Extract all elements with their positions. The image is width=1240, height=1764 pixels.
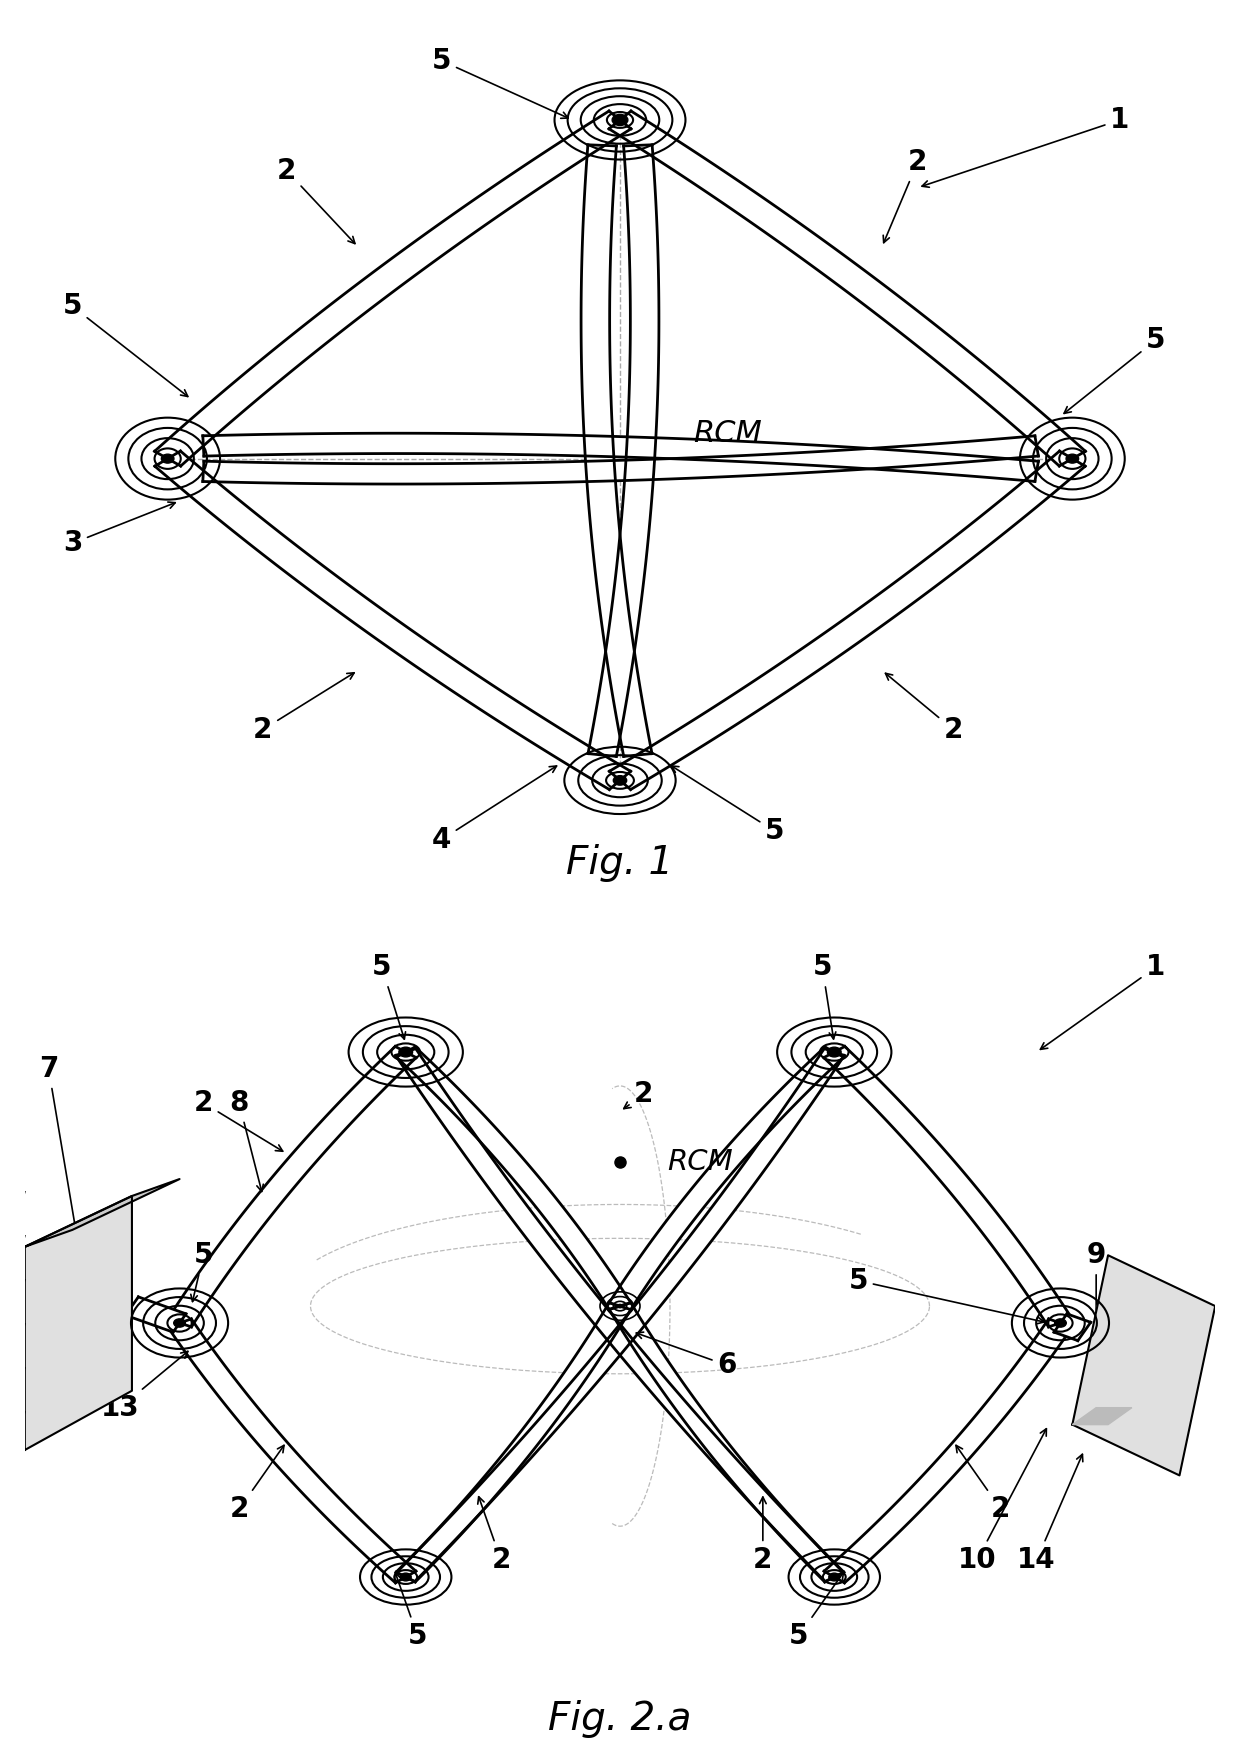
Text: 3: 3: [63, 503, 175, 557]
Circle shape: [161, 453, 174, 464]
Text: 2: 2: [477, 1496, 511, 1573]
Text: 2: 2: [956, 1445, 1011, 1524]
Text: 1: 1: [923, 106, 1130, 187]
Polygon shape: [25, 1196, 131, 1450]
Text: 5: 5: [432, 46, 568, 118]
Circle shape: [618, 1304, 622, 1307]
Text: 5: 5: [789, 1572, 843, 1651]
Circle shape: [827, 1048, 841, 1057]
Circle shape: [174, 1319, 186, 1327]
Polygon shape: [825, 1319, 1073, 1582]
Polygon shape: [396, 1304, 631, 1582]
Text: 13: 13: [100, 1351, 188, 1422]
Text: 2: 2: [253, 672, 355, 744]
Text: 5: 5: [812, 953, 836, 1039]
Polygon shape: [203, 436, 1038, 483]
Polygon shape: [25, 1178, 180, 1247]
Text: Fig. 2.a: Fig. 2.a: [548, 1700, 692, 1738]
Polygon shape: [823, 1046, 1073, 1327]
Polygon shape: [155, 452, 631, 790]
Text: 9: 9: [1086, 1242, 1106, 1360]
Polygon shape: [609, 452, 1085, 790]
Polygon shape: [396, 1048, 843, 1582]
Text: 7: 7: [38, 1055, 86, 1275]
Text: RCM: RCM: [693, 418, 761, 448]
Circle shape: [613, 115, 627, 125]
Circle shape: [614, 776, 626, 785]
Text: 14: 14: [1017, 1454, 1083, 1573]
Text: 5: 5: [1064, 326, 1166, 413]
Text: 2: 2: [277, 157, 355, 243]
Text: 5: 5: [191, 1242, 213, 1302]
Text: Fig. 1: Fig. 1: [567, 843, 673, 882]
Polygon shape: [167, 1319, 415, 1582]
Polygon shape: [397, 1048, 631, 1309]
Polygon shape: [609, 1304, 844, 1582]
Circle shape: [1066, 453, 1079, 464]
Text: 5: 5: [848, 1267, 1044, 1323]
Polygon shape: [1073, 1256, 1215, 1475]
Text: 8: 8: [229, 1088, 263, 1191]
Polygon shape: [588, 145, 658, 757]
Circle shape: [399, 1048, 413, 1057]
Polygon shape: [1054, 1314, 1091, 1341]
Text: 6: 6: [636, 1332, 737, 1379]
Text: 5: 5: [672, 766, 785, 845]
Circle shape: [828, 1573, 839, 1581]
Text: 2: 2: [624, 1080, 653, 1108]
Text: 1: 1: [1040, 953, 1166, 1050]
Text: 2: 2: [229, 1445, 284, 1524]
Polygon shape: [203, 434, 1038, 482]
Text: 5: 5: [394, 1573, 428, 1651]
Text: 4: 4: [432, 766, 557, 854]
Text: 2: 2: [883, 148, 928, 243]
Text: RCM: RCM: [667, 1148, 733, 1177]
Text: 2: 2: [885, 674, 963, 744]
Polygon shape: [155, 111, 631, 466]
Circle shape: [401, 1573, 412, 1581]
Polygon shape: [582, 145, 652, 757]
Polygon shape: [1073, 1408, 1132, 1425]
Polygon shape: [397, 1048, 844, 1582]
Text: 2: 2: [193, 1088, 283, 1152]
Text: 5: 5: [63, 293, 187, 397]
Text: 2: 2: [753, 1498, 773, 1573]
Text: 5: 5: [372, 953, 405, 1039]
Text: 10: 10: [957, 1429, 1047, 1573]
Polygon shape: [609, 111, 1085, 466]
Polygon shape: [609, 1048, 843, 1309]
Polygon shape: [167, 1046, 417, 1327]
Circle shape: [1054, 1319, 1066, 1327]
Polygon shape: [125, 1297, 186, 1332]
